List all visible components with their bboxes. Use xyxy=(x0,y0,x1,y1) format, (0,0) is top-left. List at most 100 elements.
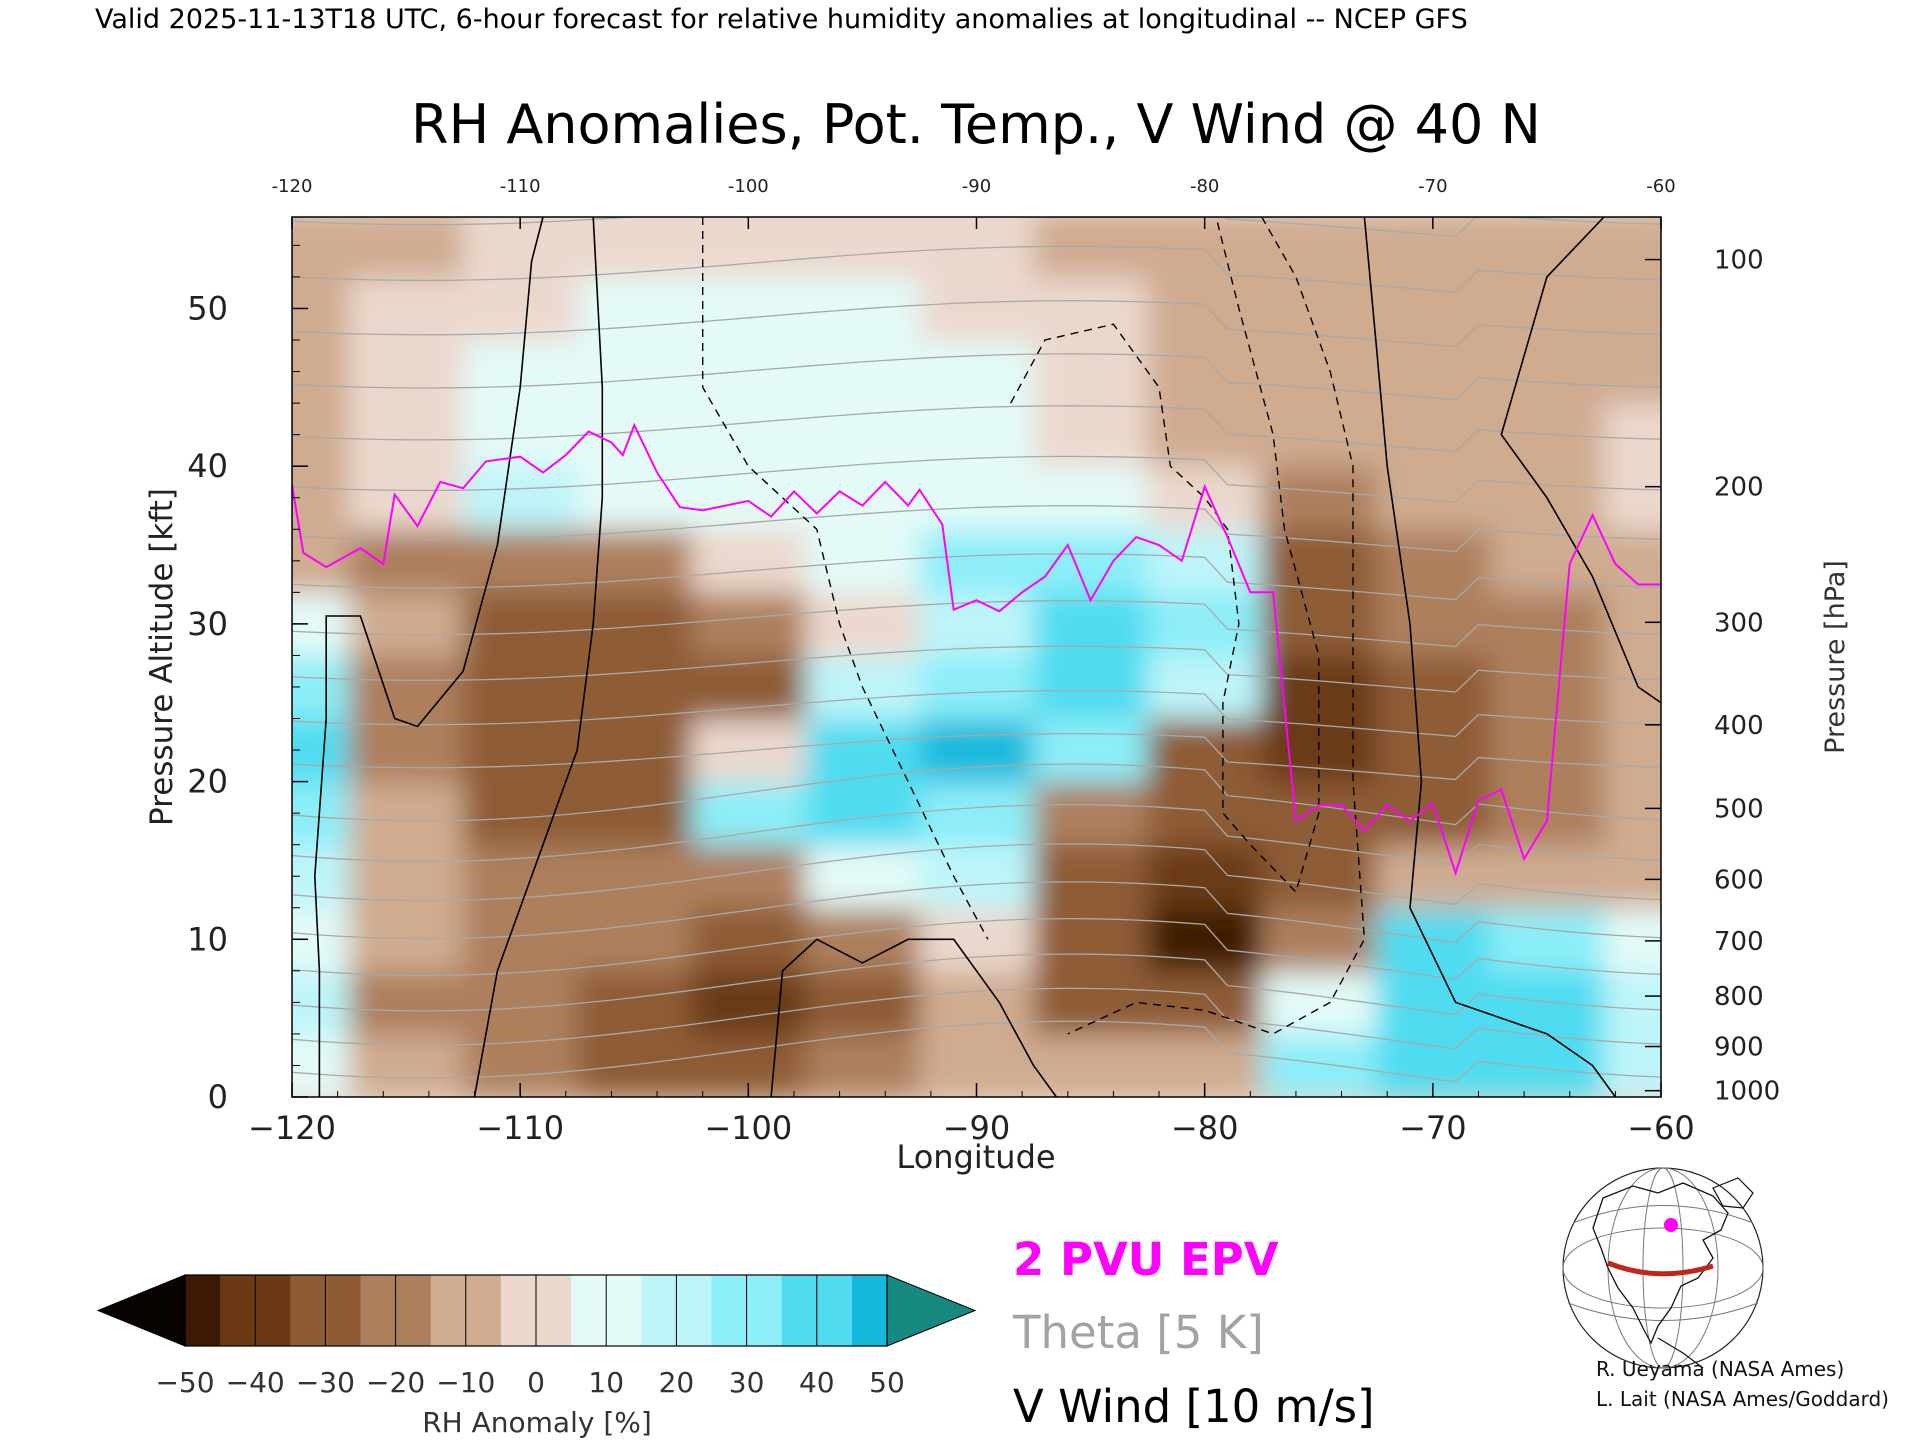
heatmap-cell xyxy=(1261,970,1377,1035)
theta-contour xyxy=(292,245,1661,293)
top-tick-label: -70 xyxy=(1418,176,1447,197)
heatmap-cell xyxy=(691,592,807,657)
heatmap-cell xyxy=(805,970,921,1035)
heatmap-cell xyxy=(805,403,921,468)
colorbar-segment xyxy=(536,1275,572,1346)
colorbar-min-arrow xyxy=(96,1274,186,1347)
heatmap-cell xyxy=(349,276,465,342)
theta-contour xyxy=(292,600,1661,648)
y-tick-label: 10 xyxy=(187,920,228,958)
heatmap-cell xyxy=(1603,340,1661,405)
v-wind-contour-solid xyxy=(1363,217,1617,1097)
legend-vwind: V Wind [10 m/s] xyxy=(1013,1380,1375,1433)
heatmap-cell xyxy=(1033,844,1149,909)
pressure-tick-label: 700 xyxy=(1714,927,1764,957)
x-tick-label: −110 xyxy=(476,1109,564,1147)
heatmap-cell xyxy=(1147,340,1263,405)
heatmap-cell xyxy=(919,718,1035,783)
heatmap-cell xyxy=(349,718,465,783)
pressure-tick-label: 300 xyxy=(1714,608,1764,638)
colorbar-tick-label: −20 xyxy=(366,1366,425,1399)
axes: −120 -120 −110 -110 −100 -100 −90 -90 −80 -80 −70 -… xyxy=(187,176,1780,1147)
v-wind-contour-solid xyxy=(770,938,1058,1097)
heatmap-cell xyxy=(1147,718,1263,783)
pressure-tick-label: 800 xyxy=(1714,982,1764,1012)
theta-contour xyxy=(292,505,1661,553)
y-tick-label: 50 xyxy=(187,289,228,327)
heatmap-cell xyxy=(577,970,693,1035)
credit-line-2: L. Lait (NASA Ames/Goddard) xyxy=(1596,1387,1889,1411)
heatmap-cell xyxy=(1261,340,1377,405)
heatmap-cell xyxy=(1261,529,1377,594)
theta-contour xyxy=(292,803,1661,866)
colorbar-tick-label: 0 xyxy=(527,1366,545,1399)
colorbar-segment xyxy=(360,1275,397,1346)
colorbar-segment xyxy=(676,1275,712,1346)
heatmap-cell xyxy=(463,276,579,342)
colorbar-tick-label: 40 xyxy=(799,1366,835,1399)
heatmap-cell xyxy=(1033,718,1149,783)
heatmap-cell xyxy=(1033,655,1149,720)
colorbar-tick-label: −50 xyxy=(155,1366,214,1399)
colorbar-segment xyxy=(395,1275,432,1346)
globe-outline xyxy=(1562,1167,1764,1369)
colorbar-segment xyxy=(571,1275,607,1346)
heatmap-cell xyxy=(691,970,807,1035)
heatmap-cell xyxy=(919,466,1035,531)
heatmap-cell xyxy=(577,340,693,405)
heatmap-cell xyxy=(1033,529,1149,594)
heatmap-cell xyxy=(577,907,693,972)
heatmap-cell xyxy=(919,655,1035,720)
heatmap-cell xyxy=(919,529,1035,594)
heatmap-cell xyxy=(691,403,807,468)
location-marker xyxy=(1664,1218,1678,1232)
theta-contour xyxy=(292,405,1661,453)
heatmap-cell xyxy=(1261,1033,1377,1097)
heatmap-cell xyxy=(805,592,921,657)
colorbar-segment xyxy=(606,1275,642,1346)
heatmap-cell xyxy=(1147,655,1263,720)
top-tick-label: -120 xyxy=(272,176,313,197)
heatmap-cell xyxy=(1375,592,1491,657)
heatmap-cell xyxy=(1033,466,1149,531)
v-wind-contour-dashed xyxy=(702,217,989,940)
colorbar-segment xyxy=(255,1275,291,1346)
heatmap-cell xyxy=(805,718,921,783)
pressure-tick-label: 500 xyxy=(1714,794,1764,824)
heatmap-cell xyxy=(1375,340,1491,405)
pressure-tick-label: 1000 xyxy=(1714,1077,1780,1107)
heatmap-cells xyxy=(292,217,1661,1097)
heatmap-cell xyxy=(1375,529,1491,594)
pressure-tick-label: 400 xyxy=(1714,711,1764,741)
heatmap-cell xyxy=(577,276,693,342)
landmass xyxy=(1592,1182,1729,1345)
heatmap-cell xyxy=(463,718,579,783)
heatmap-cell xyxy=(1375,844,1491,909)
heatmap-cell xyxy=(577,529,693,594)
top-tick-label: -80 xyxy=(1190,176,1219,197)
heatmap-cell xyxy=(292,970,351,1035)
heatmap-cell xyxy=(1489,217,1605,278)
theta-contour xyxy=(292,645,1661,693)
heatmap-cell xyxy=(292,655,351,720)
heatmap-cell xyxy=(292,1033,351,1097)
heatmap-cell xyxy=(1033,1033,1149,1097)
heatmap-cell xyxy=(292,466,351,531)
graticule xyxy=(1567,1302,1759,1321)
heatmap-cell xyxy=(919,844,1035,909)
heatmap-cell xyxy=(805,907,921,972)
heatmap-cell xyxy=(1603,403,1661,468)
colorbar-segment xyxy=(500,1275,537,1346)
legend-epv: 2 PVU EPV xyxy=(1013,1233,1279,1286)
heatmap-cell xyxy=(1261,403,1377,468)
heatmap-cell xyxy=(1489,1033,1605,1097)
landmass xyxy=(1657,1337,1704,1369)
heatmap-cell xyxy=(463,907,579,972)
heatmap-cell xyxy=(1489,907,1605,972)
pressure-tick-label: 200 xyxy=(1714,473,1764,503)
theta-contour xyxy=(292,455,1661,503)
heatmap-cell xyxy=(1147,781,1263,846)
heatmap-cell xyxy=(1261,276,1377,342)
heatmap-cell xyxy=(1603,970,1661,1035)
valid-line: Valid 2025-11-13T18 UTC, 6-hour forecast… xyxy=(95,4,1468,35)
